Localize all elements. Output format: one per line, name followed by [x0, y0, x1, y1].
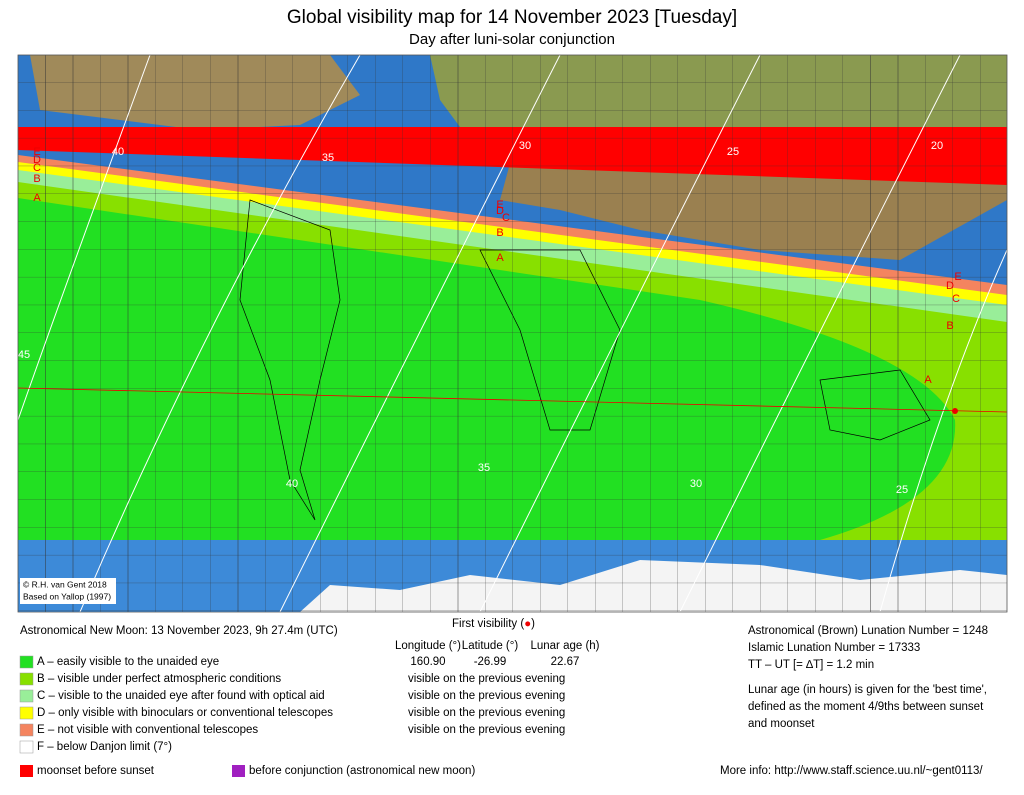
contour-label: 45 — [18, 349, 30, 361]
legend-label: C – visible to the unaided eye after fou… — [37, 690, 325, 702]
zone-label: E — [33, 146, 40, 158]
legend-label: before conjunction (astronomical new moo… — [249, 765, 475, 777]
credit: Based on Yallop (1997) — [23, 591, 111, 601]
contour-label: 20 — [931, 140, 943, 152]
credit: © R.H. van Gent 2018 — [23, 579, 107, 589]
zone-label: D — [496, 205, 504, 217]
legend-label: E – not visible with conventional telesc… — [37, 724, 258, 736]
lunation: Islamic Lunation Number = 17333 — [748, 642, 920, 654]
first-visibility-heading: First visibility (●) — [452, 618, 535, 630]
lunation: Astronomical (Brown) Lunation Number = 1… — [748, 625, 988, 637]
legend-swatch — [19, 723, 34, 737]
legend-label: moonset before sunset — [37, 765, 155, 777]
column-value: 160.90 — [410, 656, 445, 668]
note: and moonset — [748, 718, 815, 730]
zone-label: B — [496, 227, 503, 239]
zone-label: B — [33, 173, 40, 185]
contours — [18, 55, 1007, 612]
note: Lunar age (in hours) is given for the 'b… — [748, 684, 987, 696]
first-visibility-point — [952, 408, 958, 414]
contour-label: 30 — [690, 478, 702, 490]
legend-swatch — [19, 689, 34, 703]
contour-label: 25 — [896, 484, 908, 496]
legend-label: F – below Danjon limit (7°) — [37, 741, 172, 753]
legend-swatch — [19, 706, 34, 720]
credit-box — [20, 578, 116, 604]
legend-swatch — [19, 672, 34, 686]
zone-label: E — [954, 271, 961, 283]
column-header: Latitude (°) — [462, 640, 519, 652]
zone-label: B — [946, 320, 953, 332]
legend-label: D – only visible with binoculars or conv… — [37, 707, 333, 719]
delta-t: TT – UT [= ∆T] = 1.2 min — [748, 659, 874, 671]
legend-swatch — [20, 765, 33, 777]
legend-swatch — [19, 740, 34, 754]
legend-note: visible on the previous evening — [408, 690, 565, 702]
column-value: -26.99 — [474, 656, 507, 668]
zone-label: A — [924, 374, 932, 386]
grid — [18, 55, 1007, 612]
legend-swatch — [232, 765, 245, 777]
column-value: 22.67 — [551, 656, 580, 668]
more-info: More info: http://www.staff.science.uu.n… — [720, 765, 983, 777]
contour-label: 40 — [286, 478, 298, 490]
column-header: Longitude (°) — [395, 640, 461, 652]
legend-swatch — [19, 655, 34, 669]
zone-label: C — [33, 162, 41, 174]
new-moon: Astronomical New Moon: 13 November 2023,… — [20, 625, 338, 637]
zone-label: D — [33, 154, 41, 166]
legend-label: A – easily visible to the unaided eye — [37, 656, 219, 668]
map-frame — [17, 54, 1008, 613]
zone-label: C — [502, 212, 510, 224]
legend-label: B – visible under perfect atmospheric co… — [37, 673, 281, 685]
column-header: Lunar age (h) — [530, 640, 599, 652]
zone-label: D — [946, 280, 954, 292]
ecliptic — [18, 387, 1007, 413]
subtitle: Day after luni-solar conjunction — [409, 31, 615, 48]
zone-label: E — [496, 199, 503, 211]
zone-label: A — [496, 252, 504, 264]
contour-label: 25 — [727, 146, 739, 158]
contour-label: 35 — [478, 462, 490, 474]
contour-label: 35 — [322, 152, 334, 164]
legend-note: visible on the previous evening — [408, 673, 565, 685]
map: © R.H. van Gent 2018 Based on Yallop (19… — [18, 55, 1007, 612]
note: defined as the moment 4/9ths between sun… — [748, 701, 984, 713]
zone-label: A — [33, 192, 41, 204]
legend-note: visible on the previous evening — [408, 724, 565, 736]
title: Global visibility map for 14 November 20… — [287, 7, 737, 28]
legend-note: visible on the previous evening — [408, 707, 565, 719]
contour-label: 40 — [112, 146, 124, 158]
zone-label: C — [952, 293, 960, 305]
contour-label: 30 — [519, 140, 531, 152]
